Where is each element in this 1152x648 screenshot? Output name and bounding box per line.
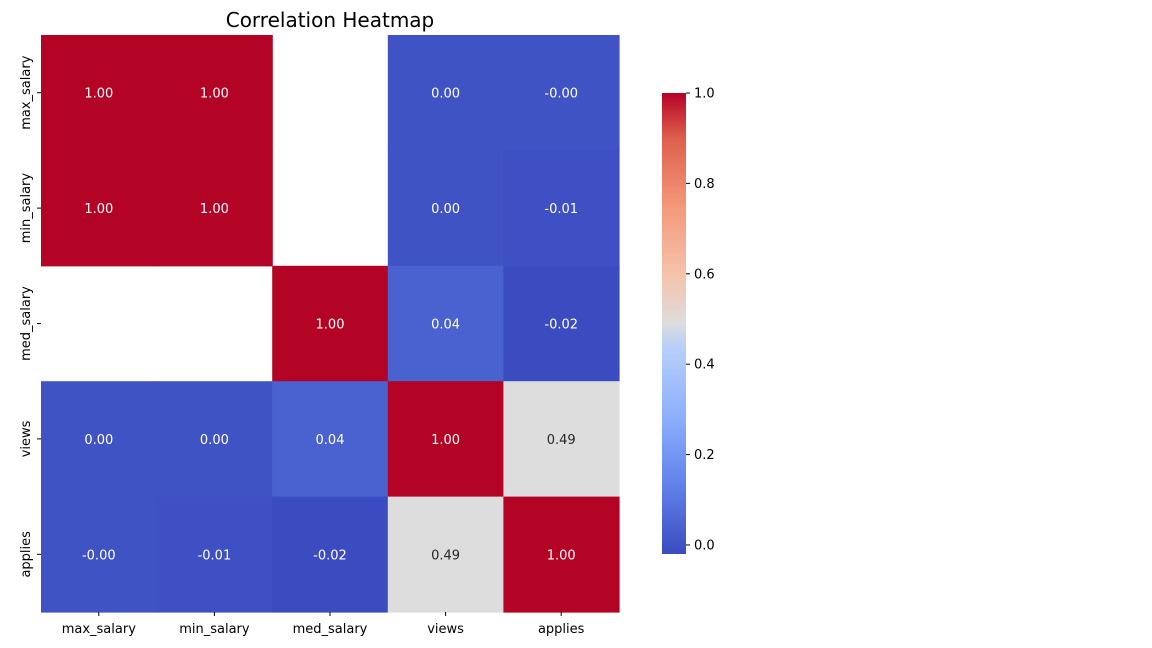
x-axis: max_salary min_salary med_salary views appli… — [62, 612, 585, 637]
heatmap-cell — [156, 381, 273, 498]
cell-value-label: 0.00 — [200, 433, 229, 448]
heatmap-cell — [41, 150, 158, 267]
cell-value-label: -0.01 — [198, 548, 232, 563]
cell-value-label: 0.00 — [431, 202, 460, 217]
heatmap-cell — [503, 381, 620, 498]
y-tick-label: med_salary — [19, 286, 34, 361]
heatmap-cell — [272, 265, 389, 382]
heatmap-cell — [156, 35, 273, 151]
heatmap-cell — [387, 35, 504, 151]
cell-value-label: 1.00 — [200, 87, 229, 102]
cell-value-label: -0.02 — [313, 548, 347, 563]
heatmap-cell — [503, 150, 620, 267]
cell-value-label: -0.00 — [544, 87, 578, 102]
cell-value-label: -0.02 — [544, 318, 578, 333]
cell-value-label: 0.04 — [431, 318, 460, 333]
cell-value-label: 1.00 — [84, 202, 113, 217]
cell-value-label: 0.49 — [431, 548, 460, 563]
heatmap-cell — [272, 496, 389, 613]
cell-value-label: 1.00 — [84, 87, 113, 102]
colorbar-tick-label: 0.0 — [694, 538, 715, 553]
colorbar-tick-label: 0.6 — [694, 267, 715, 282]
colorbar-tick-label: 0.8 — [694, 177, 715, 192]
colorbar-tick-label: 0.2 — [694, 448, 715, 463]
heatmap-cell — [156, 496, 273, 613]
x-tick-label: min_salary — [179, 622, 250, 637]
y-tick-label: applies — [19, 531, 34, 578]
heatmap-cell — [41, 496, 158, 613]
cell-value-label: 0.00 — [431, 87, 460, 102]
heatmap-cell — [503, 35, 620, 151]
heatmap-cell — [41, 35, 158, 151]
heatmap-cell — [272, 381, 389, 498]
heatmap-cell — [503, 496, 620, 613]
colorbar-gradient — [662, 93, 686, 554]
x-tick-label: views — [427, 622, 464, 637]
heatmap-cell — [503, 265, 620, 382]
cell-value-label: -0.00 — [82, 548, 116, 563]
colorbar: 0.0 0.2 0.4 0.6 0.8 1.0 — [662, 87, 715, 554]
heatmap-cell — [387, 496, 504, 613]
cell-value-label: 0.04 — [316, 433, 345, 448]
heatmap-cell — [387, 265, 504, 382]
y-tick-label: views — [19, 420, 34, 457]
heatmap-cell — [387, 150, 504, 267]
cell-value-label: 0.00 — [84, 433, 113, 448]
cell-value-label: 1.00 — [316, 318, 345, 333]
cell-value-label: 1.00 — [431, 433, 460, 448]
x-tick-label: max_salary — [62, 622, 136, 637]
cell-value-label: 0.49 — [547, 433, 576, 448]
heatmap-cell — [156, 150, 273, 267]
colorbar-tick-label: 1.0 — [694, 87, 715, 102]
heatmap-cell — [387, 381, 504, 498]
x-tick-label: med_salary — [293, 622, 368, 637]
cell-value-label: -0.01 — [544, 202, 578, 217]
cell-value-label: 1.00 — [547, 548, 576, 563]
colorbar-tick-label: 0.4 — [694, 358, 715, 373]
cell-value-label: 1.00 — [200, 202, 229, 217]
heatmap-cell — [41, 381, 158, 498]
heatmap-cells: 1.00 1.00 0.00 -0.00 1.00 1.00 0.00 -0.01 1.00 0.… — [41, 35, 620, 613]
y-tick-label: max_salary — [19, 55, 34, 129]
x-tick-label: applies — [538, 622, 585, 637]
y-tick-label: min_salary — [19, 173, 34, 244]
chart-title: Correlation Heatmap — [226, 8, 435, 32]
